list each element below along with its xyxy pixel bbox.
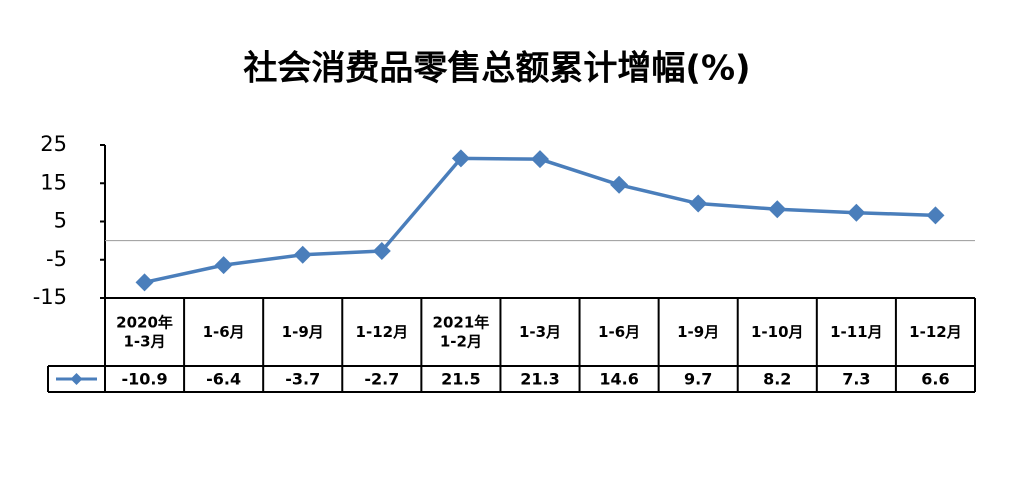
chart-title: 社会消费品零售总额累计增幅(%): [243, 49, 750, 89]
marker: [610, 175, 629, 194]
marker: [135, 273, 154, 292]
value-label: 14.6: [599, 370, 638, 389]
y-tick-label: -5: [46, 247, 67, 271]
marker: [372, 241, 391, 260]
value-label: 21.5: [441, 370, 480, 389]
marker: [531, 150, 549, 169]
x-tick-label: 1-11月: [830, 323, 883, 341]
marker: [214, 256, 233, 275]
marker: [847, 203, 866, 222]
x-tick-label: 1-12月: [356, 323, 409, 341]
marker: [689, 194, 708, 213]
marker: [768, 200, 787, 219]
y-tick-label: 15: [40, 170, 67, 194]
x-tick-label: 2021年 1-2月: [433, 313, 490, 350]
x-tick-label: 1-6月: [203, 323, 245, 341]
value-label: 21.3: [520, 370, 559, 389]
x-tick-label: 1-9月: [282, 323, 324, 341]
x-tick-label: 1-3月: [519, 323, 561, 341]
value-label: -6.4: [206, 370, 241, 389]
x-tick-label: 1-9月: [677, 323, 719, 341]
line: [144, 156, 936, 285]
value-label: 7.3: [842, 370, 870, 389]
value-label: 9.7: [684, 370, 712, 389]
value-label: -3.7: [285, 370, 320, 389]
marker: [451, 149, 470, 168]
y-tick-label: 5: [54, 209, 67, 233]
x-tick-label: 1-6月: [598, 323, 640, 341]
marker: [293, 245, 312, 264]
value-label: 8.2: [763, 370, 791, 389]
y-tick-label: 25: [40, 132, 67, 156]
x-tick-label: 1-12月: [909, 323, 962, 341]
x-tick-label: 2020年 1-3月: [116, 313, 173, 350]
x-tick-label: 1-10月: [751, 323, 804, 341]
marker: [926, 206, 945, 225]
value-label: -10.9: [121, 370, 167, 389]
legend-marker: [70, 373, 83, 385]
y-tick-label: -15: [33, 285, 67, 309]
value-label: 6.6: [921, 370, 949, 389]
value-label: -2.7: [364, 370, 399, 389]
